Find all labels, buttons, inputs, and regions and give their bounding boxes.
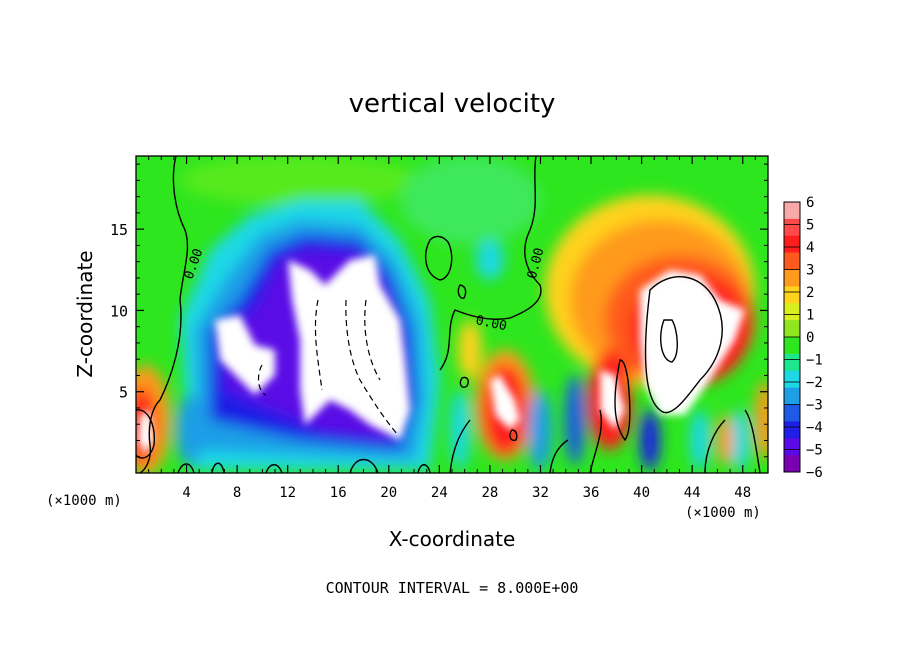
- colorbar-tick-label: −6: [806, 465, 823, 481]
- x-tick-label: 20: [380, 485, 397, 501]
- colorbar-segment: [784, 353, 800, 372]
- colorbar-tick-label: −2: [806, 375, 823, 391]
- colorbar-segment: [784, 202, 800, 220]
- x-tick-label: 32: [532, 485, 549, 501]
- colorbar-segment: [784, 404, 800, 422]
- colorbar-segment: [784, 218, 800, 237]
- colorbar-tick-label: 2: [806, 285, 814, 301]
- colorbar-segment: [784, 337, 800, 355]
- colorbar-tick-label: 1: [806, 308, 814, 324]
- x-axis: 4 8 12 16 20 24 28 32 36 40 44 48: [148, 156, 756, 501]
- x-tick-label: 16: [330, 485, 347, 501]
- colorbar-segment: [784, 387, 800, 405]
- x-tick-label: 24: [431, 485, 448, 501]
- colorbar-tick-label: 0: [806, 330, 814, 346]
- colorbar-tick-label: −3: [806, 398, 823, 414]
- x-tick-label: 28: [481, 485, 498, 501]
- x-tick-label: 40: [633, 485, 650, 501]
- y-tick-label: 10: [110, 302, 128, 320]
- colorbar-segment: [784, 320, 800, 338]
- colorbar-tick-label: 3: [806, 263, 814, 279]
- colorbar-segment: [784, 235, 800, 254]
- colorbar-segment: [784, 303, 800, 321]
- x-unit-left: (×1000 m): [46, 493, 122, 509]
- contour-label-2: 0.00: [474, 313, 508, 334]
- colorbar-segment: [784, 421, 800, 439]
- colorbar-tick-label: −5: [806, 443, 823, 459]
- x-unit-right: (×1000 m): [685, 505, 761, 521]
- colorbar-tick-label: 4: [806, 240, 814, 256]
- chart-title: vertical velocity: [349, 89, 556, 119]
- colorbar-segment: [784, 438, 800, 456]
- y-axis: 5 10 15: [110, 163, 768, 458]
- colorbar-segment: [784, 286, 800, 304]
- x-axis-title: X-coordinate: [389, 527, 516, 551]
- y-tick-label: 15: [110, 221, 128, 239]
- colorbar-tick-label: −4: [806, 420, 823, 436]
- x-tick-label: 4: [182, 485, 190, 501]
- x-tick-label: 36: [583, 485, 600, 501]
- colorbar-tick-label: 6: [806, 195, 814, 211]
- x-tick-label: 8: [233, 485, 241, 501]
- colorbar-segment: [784, 269, 800, 287]
- colorbar-segment: [784, 455, 800, 473]
- colorbar: 6 5 4 3 2 1 0 −1 −2 −3 −4 −5 −6: [783, 195, 823, 481]
- y-axis-title: Z-coordinate: [73, 250, 97, 377]
- heatmap-field: 0.00 0.00 0.00: [136, 156, 768, 473]
- y-tick-label: 5: [119, 384, 128, 402]
- colorbar-segment: [784, 252, 800, 270]
- x-tick-label: 48: [734, 485, 751, 501]
- colorbar-tick-label: −1: [806, 353, 823, 369]
- colorbar-segment: [784, 370, 800, 389]
- contour-interval-note: CONTOUR INTERVAL = 8.000E+00: [326, 579, 579, 597]
- x-tick-label: 12: [279, 485, 296, 501]
- colorbar-tick-label: 5: [806, 218, 814, 234]
- x-tick-label: 44: [684, 485, 701, 501]
